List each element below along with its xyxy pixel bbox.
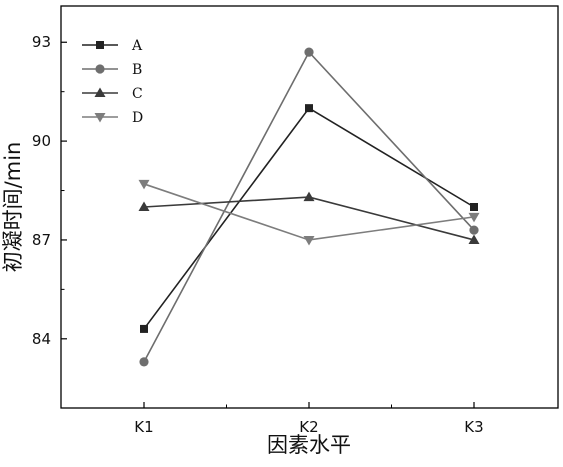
data-point-D	[468, 212, 480, 223]
legend-label: D	[132, 110, 143, 126]
series-line-B	[143, 50, 475, 363]
x-tick-label: K2	[299, 418, 318, 436]
legend-marker	[95, 64, 105, 74]
data-point-B	[304, 47, 314, 57]
y-tick-label: 90	[32, 132, 51, 150]
legend-label: C	[132, 86, 143, 102]
legend-marker	[94, 113, 106, 123]
data-point-B	[469, 225, 479, 235]
legend-label: A	[131, 38, 143, 54]
series-C	[138, 191, 480, 244]
data-point-C	[303, 191, 315, 202]
y-axis-title: 初凝时间/min	[1, 142, 25, 273]
legend-item-C: C	[82, 86, 143, 102]
data-point-C	[138, 201, 150, 211]
legend-marker	[94, 87, 106, 97]
y-tick-label: 84	[32, 330, 51, 348]
legend-item-D: D	[82, 110, 143, 126]
legend-item-A: A	[82, 38, 143, 54]
legend-item-B: B	[82, 62, 142, 78]
series-B	[139, 47, 479, 367]
x-axis-title: 因素水平	[267, 433, 351, 457]
data-point-A	[305, 104, 313, 113]
series-A	[140, 104, 478, 333]
series-line-A	[143, 107, 475, 330]
legend-marker	[96, 41, 104, 49]
series-line-C	[143, 196, 475, 241]
data-point-B	[139, 357, 149, 367]
data-point-A	[470, 203, 478, 211]
series-D	[138, 179, 480, 246]
x-tick-label: K3	[464, 418, 483, 436]
data-point-D	[303, 235, 315, 246]
data-point-D	[138, 179, 150, 190]
legend-label: B	[132, 62, 142, 78]
x-tick-label: K1	[134, 418, 153, 436]
y-tick-label: 87	[32, 231, 51, 249]
data-point-C	[468, 234, 480, 244]
y-tick-label: 93	[32, 33, 51, 51]
data-point-A	[140, 324, 148, 333]
